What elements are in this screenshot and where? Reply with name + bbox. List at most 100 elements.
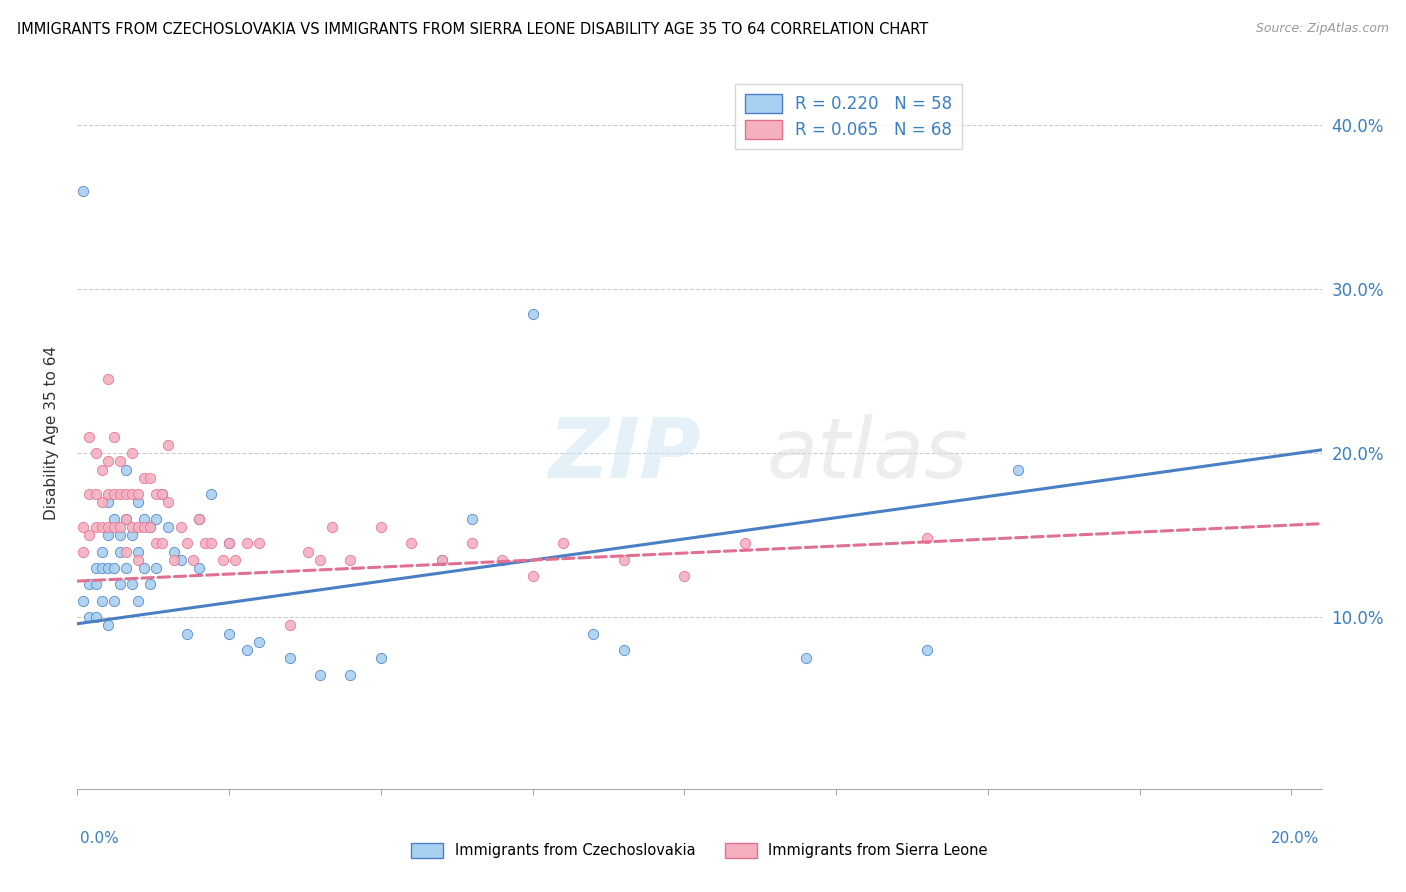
Point <box>90 594 112 608</box>
Point <box>278 618 301 632</box>
Point <box>127 544 149 558</box>
Point <box>90 520 112 534</box>
Point <box>522 569 544 583</box>
Point <box>97 495 120 509</box>
Point <box>103 487 125 501</box>
Point <box>236 643 259 657</box>
Point <box>121 577 143 591</box>
Point <box>399 536 422 550</box>
Point <box>79 487 101 501</box>
Point <box>79 430 101 444</box>
Point <box>915 643 938 657</box>
Point <box>157 438 180 452</box>
Point <box>157 495 180 509</box>
Point <box>127 520 149 534</box>
Legend: Immigrants from Czechoslovakia, Immigrants from Sierra Leone: Immigrants from Czechoslovakia, Immigran… <box>405 837 994 864</box>
Point <box>84 446 107 460</box>
Point <box>461 512 484 526</box>
Point <box>97 528 120 542</box>
Point <box>132 471 155 485</box>
Point <box>79 577 101 591</box>
Point <box>551 536 574 550</box>
Point <box>90 462 112 476</box>
Point <box>121 528 143 542</box>
Point <box>613 553 636 567</box>
Point <box>115 487 138 501</box>
Point <box>673 569 696 583</box>
Point <box>150 536 173 550</box>
Point <box>121 487 143 501</box>
Text: ZIP: ZIP <box>548 414 702 494</box>
Point <box>108 487 131 501</box>
Point <box>145 561 167 575</box>
Point <box>278 651 301 665</box>
Point <box>249 536 271 550</box>
Point <box>72 184 94 198</box>
Point <box>97 487 120 501</box>
Point <box>370 651 392 665</box>
Point <box>163 553 186 567</box>
Point <box>218 626 240 640</box>
Point <box>90 561 112 575</box>
Point <box>176 536 198 550</box>
Point <box>84 610 107 624</box>
Point <box>127 487 149 501</box>
Point <box>103 430 125 444</box>
Point <box>115 512 138 526</box>
Point <box>103 512 125 526</box>
Point <box>115 512 138 526</box>
Point <box>139 520 162 534</box>
Point <box>794 651 817 665</box>
Point <box>915 532 938 546</box>
Point <box>108 544 131 558</box>
Point <box>132 512 155 526</box>
Point <box>103 594 125 608</box>
Point <box>200 487 222 501</box>
Point <box>163 544 186 558</box>
Point <box>132 520 155 534</box>
Point <box>132 561 155 575</box>
Point <box>79 610 101 624</box>
Point <box>200 536 222 550</box>
Point <box>108 577 131 591</box>
Point <box>249 634 271 648</box>
Point <box>139 577 162 591</box>
Point <box>187 561 209 575</box>
Y-axis label: Disability Age 35 to 64: Disability Age 35 to 64 <box>44 345 59 520</box>
Point <box>72 544 94 558</box>
Text: 20.0%: 20.0% <box>1271 831 1319 847</box>
Text: Source: ZipAtlas.com: Source: ZipAtlas.com <box>1256 22 1389 36</box>
Point <box>79 528 101 542</box>
Point <box>145 512 167 526</box>
Point <box>430 553 453 567</box>
Point <box>121 520 143 534</box>
Point <box>218 536 240 550</box>
Point <box>176 626 198 640</box>
Point <box>224 553 246 567</box>
Point <box>127 553 149 567</box>
Point <box>187 512 209 526</box>
Text: atlas: atlas <box>766 414 969 494</box>
Point <box>103 561 125 575</box>
Point <box>84 561 107 575</box>
Point <box>734 536 756 550</box>
Point <box>139 520 162 534</box>
Text: IMMIGRANTS FROM CZECHOSLOVAKIA VS IMMIGRANTS FROM SIERRA LEONE DISABILITY AGE 35: IMMIGRANTS FROM CZECHOSLOVAKIA VS IMMIGR… <box>17 22 928 37</box>
Point <box>145 487 167 501</box>
Point <box>157 520 180 534</box>
Point <box>97 561 120 575</box>
Point <box>370 520 392 534</box>
Point <box>309 553 332 567</box>
Point <box>236 536 259 550</box>
Point <box>187 512 209 526</box>
Point <box>115 462 138 476</box>
Point <box>84 487 107 501</box>
Point <box>297 544 319 558</box>
Point <box>115 561 138 575</box>
Point <box>72 520 94 534</box>
Text: 0.0%: 0.0% <box>80 831 120 847</box>
Point <box>90 495 112 509</box>
Point <box>212 553 235 567</box>
Point <box>97 520 120 534</box>
Point <box>169 553 191 567</box>
